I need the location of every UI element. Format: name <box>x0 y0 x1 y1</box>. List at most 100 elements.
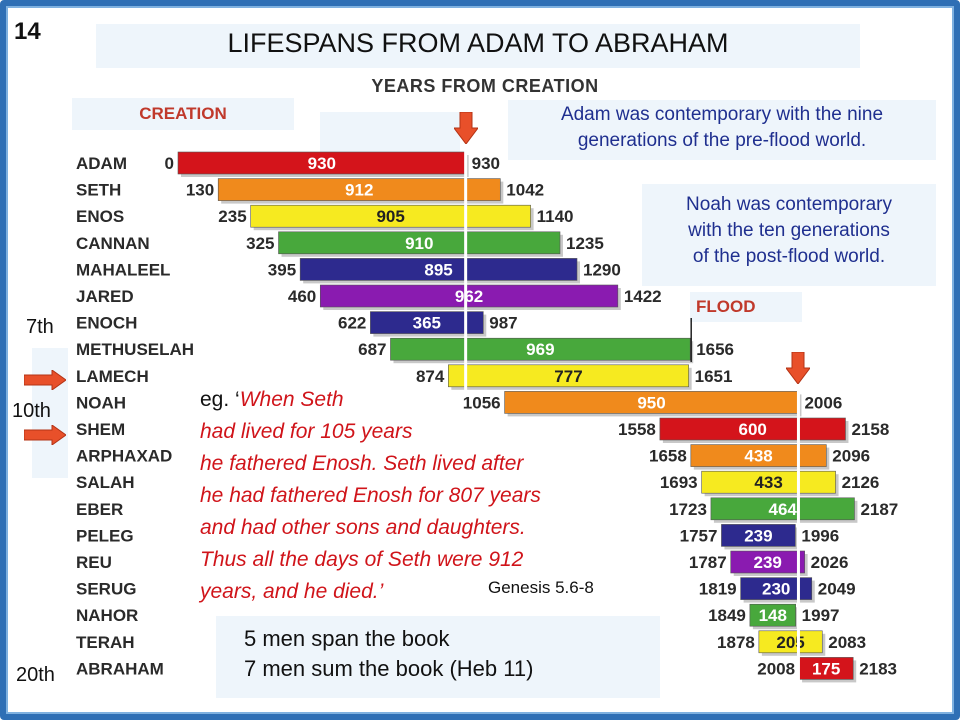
note-adam-line-2: generations of the pre-flood world. <box>577 130 867 151</box>
lifespan-bar <box>217 178 501 201</box>
note-adam: Adam was contemporary with the nine gene… <box>508 100 936 160</box>
start-year-label: 874 <box>416 367 445 386</box>
page-title: LIFESPANS FROM ADAM TO ABRAHAM <box>227 28 729 58</box>
lifespan-bar <box>721 524 796 547</box>
note-noah-line-2: with the ten generations <box>688 220 890 241</box>
gen-label-20th: 20th <box>16 664 55 686</box>
bar-value-label: 930 <box>308 154 336 173</box>
bar-value-label: 910 <box>405 234 433 253</box>
end-year-label: 1290 <box>583 260 621 279</box>
lifespan-bar <box>701 470 836 494</box>
row-name-label: MAHALEEL <box>76 260 170 279</box>
axis-title: YEARS FROM CREATION <box>371 76 599 96</box>
gen-label-7th: 7th <box>26 316 54 338</box>
end-year-label: 1656 <box>696 340 734 359</box>
bar-value-label: 438 <box>744 447 772 466</box>
lifespan-bar <box>278 231 561 255</box>
bar-value-label: 148 <box>759 606 787 625</box>
lifespan-bar <box>319 284 619 308</box>
start-year-label: 1787 <box>689 553 727 572</box>
row-name-label: NOAH <box>76 393 126 412</box>
row-name-label: EBER <box>76 500 123 519</box>
row-name-label: SALAH <box>76 473 135 492</box>
summary-line-1: 5 men span the book <box>244 626 450 651</box>
row-name-label: ADAM <box>76 154 127 173</box>
note-noah: Noah was contemporary with the ten gener… <box>642 184 936 286</box>
row-name-label: SETH <box>76 181 121 200</box>
row-name-label: NAHOR <box>76 606 138 625</box>
quote-line: he fathered Enosh. Seth lived after <box>200 452 524 475</box>
row-name-label: CANNAN <box>76 234 150 253</box>
start-year-label: 130 <box>186 181 214 200</box>
end-year-label: 2026 <box>811 553 849 572</box>
lifespan-bar <box>370 311 484 334</box>
start-year-label: 1878 <box>717 633 755 652</box>
end-year-label: 1422 <box>624 287 662 306</box>
end-year-label: 2049 <box>818 580 856 599</box>
end-year-label: 2096 <box>832 447 870 466</box>
lifespan-bar <box>448 364 689 388</box>
bar-value-label: 239 <box>744 526 772 545</box>
bar-value-label: 895 <box>424 260 452 279</box>
row-name-label: SERUG <box>76 580 136 599</box>
arrow-right-icon <box>24 425 66 445</box>
bar-value-label: 239 <box>753 553 781 572</box>
bar-value-label: 905 <box>376 207 404 226</box>
title-banner <box>96 24 860 68</box>
row-name-label: ABRAHAM <box>76 659 164 678</box>
end-year-label: 2158 <box>851 420 889 439</box>
bar-value-label: 365 <box>413 314 441 333</box>
end-year-label: 1235 <box>566 234 604 253</box>
note-noah-line-3: of the post-flood world. <box>692 246 886 267</box>
start-year-label: 1056 <box>463 393 501 412</box>
bar-value-label: 175 <box>812 659 840 678</box>
arrow-down-icon <box>786 352 810 384</box>
lifespan-bar <box>740 577 813 600</box>
flood-label: FLOOD <box>690 292 802 322</box>
start-year-label: 1693 <box>660 473 698 492</box>
start-year-label: 1658 <box>649 447 687 466</box>
row-name-label: PELEG <box>76 526 134 545</box>
quote-line: Thus all the days of Seth were 912 <box>200 548 524 571</box>
end-year-label: 2006 <box>804 393 842 412</box>
note-noah-line-1: Noah was contemporary <box>686 194 892 215</box>
start-year-label: 0 <box>165 154 174 173</box>
start-year-label: 235 <box>218 207 246 226</box>
row-name-label: ENOS <box>76 207 124 226</box>
bar-value-label: 600 <box>738 420 766 439</box>
lifespan-bar <box>730 550 805 574</box>
gen-label-10th: 10th <box>12 400 51 422</box>
end-year-label: 2183 <box>859 659 897 678</box>
quote-reference: Genesis 5.6-8 <box>488 578 594 597</box>
start-year-label: 1819 <box>699 580 737 599</box>
note-adam-line-1: Adam was contemporary with the nine <box>560 104 884 125</box>
header-backdrop <box>320 112 460 152</box>
quote-line: years, and he died.’ <box>200 580 384 603</box>
end-year-label: 1042 <box>506 181 544 200</box>
end-year-label: 987 <box>489 314 517 333</box>
lifespan-bar <box>758 630 823 654</box>
end-year-label: 2083 <box>828 633 866 652</box>
bar-value-label: 962 <box>455 287 483 306</box>
genesis-quote: eg. ‘When Seth had lived for 105 years h… <box>200 384 660 608</box>
row-name-label: REU <box>76 553 112 572</box>
end-year-label: 1140 <box>537 207 574 226</box>
side-backdrop <box>32 348 68 478</box>
lifespan-bar <box>710 497 855 521</box>
start-year-label: 1558 <box>618 420 656 439</box>
quote-line: When Seth <box>239 388 344 411</box>
summary-line-2: 7 men sum the book (Heb 11) <box>244 656 534 681</box>
start-year-label: 1849 <box>708 606 746 625</box>
bar-value-label: 230 <box>762 580 790 599</box>
bar-value-label: 912 <box>345 181 373 200</box>
quote-line: and had other sons and daughters. <box>200 516 526 539</box>
end-year-label: 930 <box>472 154 500 173</box>
end-year-label: 1996 <box>801 526 839 545</box>
start-year-label: 622 <box>338 314 366 333</box>
row-name-label: ENOCH <box>76 314 137 333</box>
quote-prefix: eg. ‘ <box>200 388 240 411</box>
arrow-right-icon <box>24 370 66 390</box>
start-year-label: 687 <box>358 340 386 359</box>
bar-value-label: 777 <box>554 367 582 386</box>
end-year-label: 2126 <box>842 473 880 492</box>
